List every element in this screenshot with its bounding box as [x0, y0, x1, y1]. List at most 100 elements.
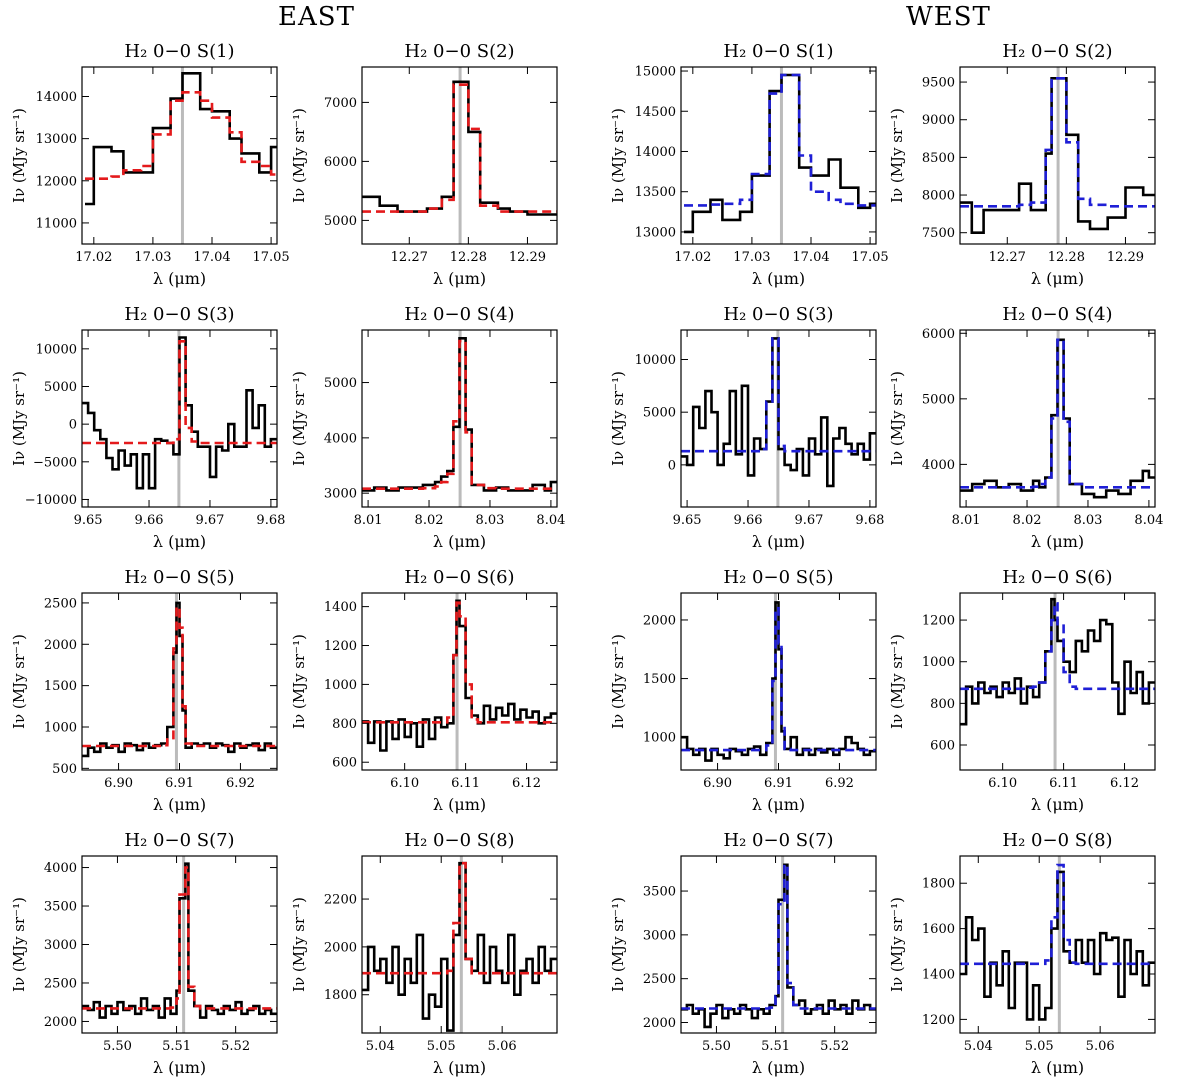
- x-tick-label: 5.06: [488, 1039, 517, 1054]
- plot-area: [681, 330, 876, 507]
- x-axis-label: λ (μm): [433, 795, 486, 814]
- y-tick-label: 2000: [324, 940, 357, 955]
- y-tick-label: 13000: [36, 132, 77, 147]
- x-tick-label: 9.68: [855, 513, 884, 528]
- plot-area: [82, 330, 277, 507]
- panel-title: H₂ 0−0 S(4): [1002, 304, 1112, 325]
- y-axis-label: Iν (MJy sr⁻¹): [290, 634, 308, 729]
- panel-title: H₂ 0−0 S(6): [1002, 567, 1112, 588]
- x-axis-label: λ (μm): [153, 269, 206, 288]
- y-tick-label: 2000: [643, 613, 676, 628]
- x-tick-label: 17.03: [733, 250, 770, 265]
- y-axis-label: Iν (MJy sr⁻¹): [10, 897, 28, 992]
- y-tick-label: 4000: [922, 458, 955, 473]
- fit-series-line: [362, 339, 557, 490]
- y-tick-label: 3500: [44, 900, 77, 915]
- fit-series-line: [362, 601, 557, 724]
- panel-5: 9.65 9.66 9.67 9.68 −10000 −5000 0 5000 10000 H₂ …: [10, 304, 285, 551]
- fit-series-line: [82, 866, 277, 1010]
- x-axis-label: λ (μm): [1031, 269, 1084, 288]
- x-axis-label: λ (μm): [433, 269, 486, 288]
- y-tick-label: 2000: [44, 638, 77, 653]
- fit-series-line: [684, 73, 876, 207]
- x-axis-label: λ (μm): [1031, 1058, 1084, 1077]
- plot-area: [960, 856, 1155, 1033]
- y-tick-label: 3000: [643, 928, 676, 943]
- y-tick-label: 5000: [44, 380, 77, 395]
- x-axis-label: λ (μm): [153, 795, 206, 814]
- axes-frame: [361, 855, 558, 1034]
- x-tick-label: 5.05: [427, 1039, 456, 1054]
- plot-area: [362, 593, 557, 770]
- x-tick-label: 8.04: [1134, 513, 1163, 528]
- y-tick-label: 600: [930, 739, 955, 754]
- panel-12: 6.10 6.11 6.12 600 800 1000 1200 H₂ 0−0 S(6) λ (…: [888, 567, 1156, 814]
- x-tick-label: 5.06: [1086, 1039, 1115, 1054]
- x-tick-label: 17.04: [792, 250, 829, 265]
- fit-series-line: [681, 606, 876, 752]
- x-tick-label: 5.04: [964, 1039, 993, 1054]
- axes-frame: [81, 66, 278, 245]
- x-tick-label: 6.11: [451, 776, 480, 791]
- y-tick-label: 2000: [643, 1016, 676, 1031]
- y-tick-label: 1200: [922, 614, 955, 629]
- fit-series-line: [960, 863, 1155, 966]
- y-tick-label: 600: [332, 756, 357, 771]
- y-tick-label: 1000: [324, 678, 357, 693]
- y-tick-label: 13000: [635, 225, 676, 240]
- y-tick-label: 5000: [324, 376, 357, 391]
- y-tick-label: 800: [332, 717, 357, 732]
- axes-frame: [959, 855, 1156, 1034]
- x-tick-label: 9.66: [734, 513, 763, 528]
- x-axis-label: λ (μm): [433, 1058, 486, 1077]
- y-tick-label: 3500: [643, 885, 676, 900]
- plot-area: [960, 67, 1155, 244]
- x-tick-label: 6.10: [988, 776, 1017, 791]
- x-tick-label: 12.28: [1048, 250, 1085, 265]
- y-tick-label: 2500: [643, 972, 676, 987]
- plot-area: [85, 67, 277, 244]
- axes-frame: [81, 329, 278, 508]
- plot-area: [362, 856, 557, 1033]
- y-tick-label: 14000: [635, 145, 676, 160]
- y-tick-label: 5000: [922, 392, 955, 407]
- y-tick-label: 12000: [36, 174, 77, 189]
- x-tick-label: 8.04: [536, 513, 565, 528]
- x-tick-label: 5.04: [366, 1039, 395, 1054]
- axes-frame: [959, 66, 1156, 245]
- data-series-line: [960, 597, 1155, 726]
- x-tick-label: 8.01: [952, 513, 981, 528]
- data-series-line: [362, 599, 557, 752]
- panel-title: H₂ 0−0 S(1): [723, 41, 833, 62]
- x-tick-label: 5.52: [820, 1039, 849, 1054]
- panel-14: 5.04 5.05 5.06 1800 2000 2200 H₂ 0−0 S(8) λ (μm…: [290, 830, 558, 1077]
- y-tick-label: 2500: [44, 976, 77, 991]
- y-tick-label: 1000: [643, 731, 676, 746]
- y-tick-label: 8000: [922, 189, 955, 204]
- y-tick-label: 3000: [44, 938, 77, 953]
- data-series-line: [85, 72, 277, 206]
- y-tick-label: 1000: [922, 655, 955, 670]
- x-tick-label: 9.68: [256, 513, 285, 528]
- x-axis-label: λ (μm): [153, 1058, 206, 1077]
- y-axis-label: Iν (MJy sr⁻¹): [609, 897, 627, 992]
- x-tick-label: 6.11: [1049, 776, 1078, 791]
- x-tick-label: 9.66: [135, 513, 164, 528]
- y-tick-label: 800: [930, 697, 955, 712]
- panel-4: 12.27 12.28 12.29 7500 8000 8500 9000 9500 H₂ 0−…: [888, 41, 1156, 288]
- axes-frame: [680, 66, 877, 245]
- plot-area: [684, 67, 876, 244]
- y-tick-label: 15000: [635, 65, 676, 80]
- y-tick-label: 7000: [324, 96, 357, 111]
- y-axis-label: Iν (MJy sr⁻¹): [609, 371, 627, 466]
- panel-title: H₂ 0−0 S(5): [723, 567, 833, 588]
- y-tick-label: 11000: [36, 216, 77, 231]
- x-tick-label: 6.10: [390, 776, 419, 791]
- plot-area: [681, 593, 876, 770]
- panel-title: H₂ 0−0 S(3): [723, 304, 833, 325]
- x-tick-label: 6.90: [703, 776, 732, 791]
- axes-frame: [361, 329, 558, 508]
- data-series-line: [684, 73, 876, 234]
- east-section-title: EAST: [278, 2, 355, 32]
- panel-16: 5.04 5.05 5.06 1200 1400 1600 1800 H₂ 0−0 S(8) λ…: [888, 830, 1156, 1077]
